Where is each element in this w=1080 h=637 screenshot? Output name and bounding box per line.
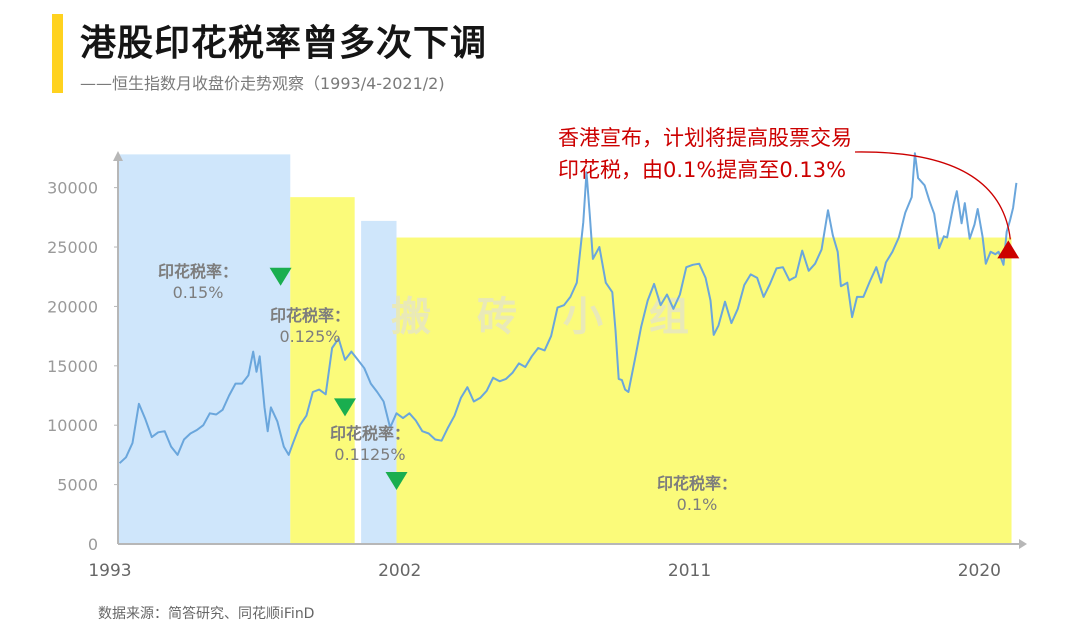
rate-cut-marker: [385, 472, 408, 491]
watermark: 搬 砖 小 组: [391, 294, 705, 340]
y-tick-label: 5000: [57, 476, 98, 495]
y-tick-label: 15000: [47, 357, 98, 376]
y-tick-label: 20000: [47, 297, 98, 316]
x-tick-label: 2002: [378, 561, 421, 581]
rate-label-title: 印花税率：: [158, 262, 238, 281]
rate-band-0: [118, 154, 291, 544]
y-tick-label: 25000: [47, 238, 98, 257]
data-source: 数据来源：简答研究、同花顺iFinD: [98, 606, 315, 622]
title-accent-bar: [52, 14, 63, 93]
page-title: 港股印花税率曾多次下调: [80, 23, 488, 64]
rate-label-title: 印花税率：: [330, 424, 410, 443]
y-tick-label: 30000: [47, 179, 98, 198]
rate-label-value: 0.1%: [677, 495, 718, 514]
annotation-line-1: 香港宣布，计划将提高股票交易: [558, 126, 852, 150]
x-tick-label: 1993: [88, 561, 131, 581]
rate-label-title: 印花税率：: [270, 306, 350, 325]
rate-band-1: [290, 197, 355, 544]
y-tick-label: 10000: [47, 416, 98, 435]
annotation-leader: [854, 151, 1011, 240]
rate-band-2: [361, 220, 397, 544]
rate-hike-marker: [997, 240, 1020, 259]
index-line: [118, 152, 1018, 464]
x-tick-label: 2011: [668, 561, 711, 581]
rate-label-value: 0.1125%: [334, 445, 405, 464]
annotation-line-2: 印花税，由0.1%提高至0.13%: [558, 158, 846, 182]
y-tick-label: 0: [88, 535, 98, 554]
rate-band-3: [396, 237, 1012, 544]
page-subtitle: ——恒生指数月收盘价走势观察（1993/4-2021/2): [80, 74, 445, 93]
rate-label-title: 印花税率：: [657, 474, 737, 493]
rate-cut-marker: [334, 398, 357, 417]
rate-label-value: 0.15%: [173, 283, 224, 302]
y-axis-arrow: [113, 151, 123, 161]
x-axis-arrow: [1019, 539, 1027, 549]
x-tick-label: 2020: [958, 561, 1001, 581]
rate-label-value: 0.125%: [279, 327, 340, 346]
rate-cut-marker: [269, 267, 292, 286]
